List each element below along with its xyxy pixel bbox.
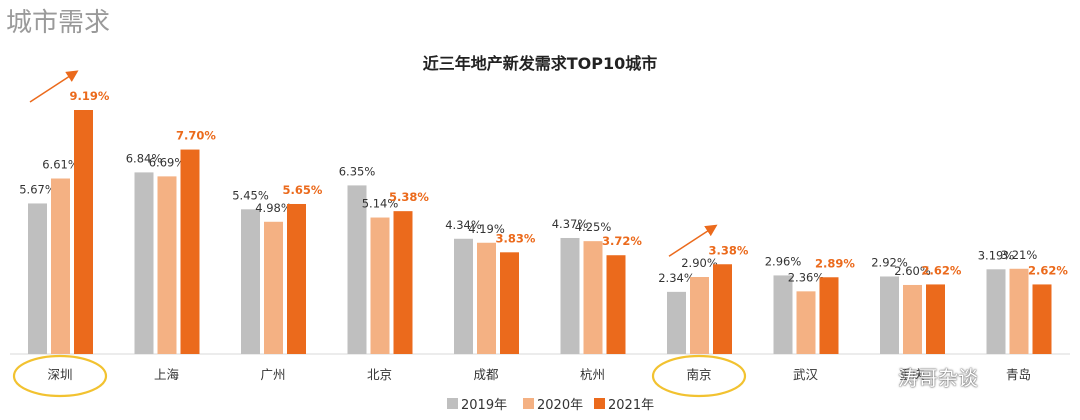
watermark-text: 涛哥杂谈 (898, 366, 978, 390)
bar-2019年-重庆 (880, 276, 899, 354)
bar-2020年-青岛 (1009, 268, 1029, 354)
data-label: 5.65% (283, 183, 323, 197)
data-label: 7.70% (176, 129, 216, 143)
legend-label: 2020年 (537, 398, 583, 413)
bar-2020年-南京 (690, 277, 709, 354)
category-label: 青岛 (1006, 367, 1031, 382)
data-label: 4.19% (468, 222, 505, 236)
bar-2019年-北京 (347, 185, 367, 354)
data-label: 5.38% (389, 190, 429, 204)
data-label: 4.37% (552, 217, 589, 231)
legend-swatch-2019年 (447, 398, 458, 409)
data-label: 4.25% (575, 220, 612, 234)
category-label: 成都 (473, 367, 499, 382)
data-label: 3.83% (496, 231, 536, 245)
category-label: 深圳 (47, 367, 72, 382)
bar-2021年-重庆 (926, 284, 945, 354)
bar-2020年-杭州 (583, 241, 603, 354)
category-label: 重庆 (899, 367, 925, 382)
data-label: 3.19% (978, 248, 1015, 262)
data-label: 5.45% (232, 188, 269, 202)
bar-2021年-北京 (393, 211, 413, 354)
data-label: 6.84% (126, 151, 163, 165)
chart-title: 近三年地产新发需求TOP10城市 (422, 54, 658, 73)
bar-2019年-深圳 (28, 203, 47, 354)
data-label: 2.89% (815, 256, 855, 270)
legend-label: 2019年 (461, 398, 507, 413)
data-label: 2.36% (788, 270, 825, 284)
data-label: 6.69% (149, 155, 186, 169)
data-label: 3.72% (602, 234, 642, 248)
data-label: 2.96% (765, 254, 802, 268)
bar-2020年-北京 (370, 217, 390, 354)
data-label: 5.14% (362, 197, 399, 211)
category-label: 南京 (686, 367, 711, 382)
bar-2021年-广州 (287, 203, 306, 354)
section-title: 城市需求 (6, 8, 111, 38)
bar-2021年-武汉 (819, 277, 839, 354)
bar-2019年-广州 (241, 209, 260, 354)
bar-2020年-成都 (477, 242, 496, 354)
bar-2021年-青岛 (1032, 284, 1052, 354)
data-label: 2.90% (681, 256, 718, 270)
category-label: 上海 (154, 367, 180, 382)
bar-2021年-深圳 (74, 110, 93, 354)
category-label: 北京 (367, 367, 392, 382)
trend-arrow-南京 (668, 224, 718, 257)
bar-2019年-南京 (667, 291, 686, 354)
bar-2021年-杭州 (606, 255, 626, 354)
data-label: 2.62% (1028, 263, 1068, 277)
data-label: 4.34% (445, 218, 482, 232)
bar-2021年-上海 (180, 149, 200, 354)
data-label: 2.92% (871, 255, 908, 269)
bar-2019年-青岛 (986, 269, 1006, 354)
data-label: 3.38% (709, 243, 749, 257)
data-label: 6.61% (42, 158, 79, 172)
bar-2021年-成都 (500, 252, 519, 354)
highlight-circle-深圳 (12, 354, 108, 398)
bar-2021年-南京 (713, 264, 732, 354)
data-label: 2.34% (658, 271, 695, 285)
data-label: 3.21% (1001, 248, 1038, 262)
highlight-circle-南京 (651, 354, 747, 398)
data-label: 4.98% (255, 201, 292, 215)
category-label: 广州 (260, 367, 285, 382)
category-label: 武汉 (793, 367, 819, 382)
bar-2019年-成都 (454, 238, 473, 354)
data-label: 6.35% (339, 164, 376, 178)
bar-2020年-广州 (264, 221, 283, 354)
data-label: 5.67% (19, 182, 56, 196)
legend-label: 2021年 (608, 398, 654, 413)
bar-2020年-上海 (157, 176, 177, 354)
bar-2020年-武汉 (796, 291, 816, 354)
legend-swatch-2021年 (594, 398, 605, 409)
bar-2019年-上海 (134, 172, 154, 354)
trend-arrow-深圳 (29, 70, 79, 103)
data-label: 2.62% (922, 263, 962, 277)
bar-2020年-深圳 (51, 178, 70, 354)
bar-2019年-杭州 (560, 237, 580, 354)
category-label: 杭州 (580, 367, 605, 382)
data-label: 9.19% (70, 89, 110, 103)
legend-swatch-2020年 (523, 398, 534, 409)
data-label: 2.60% (894, 264, 931, 278)
bar-2020年-重庆 (903, 284, 922, 354)
bar-2019年-武汉 (773, 275, 793, 354)
